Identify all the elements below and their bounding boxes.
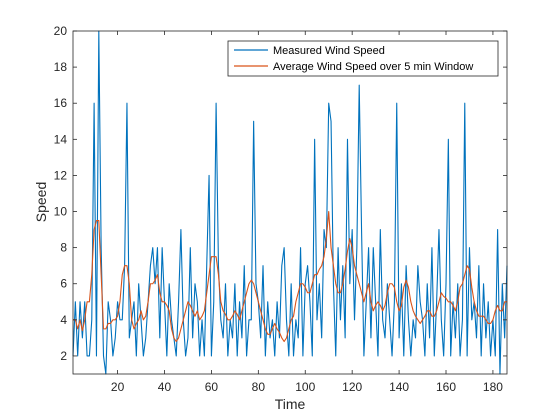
x-tick-label: 140: [389, 380, 409, 394]
x-tick-label: 120: [342, 380, 362, 394]
x-tick-label: 40: [158, 380, 172, 394]
legend-label-average: Average Wind Speed over 5 min Window: [273, 61, 473, 73]
legend-label-measured: Measured Wind Speed: [273, 45, 385, 57]
x-axis-label: Time: [275, 396, 306, 412]
legend: Measured Wind Speed Average Wind Speed o…: [227, 40, 499, 77]
y-axis-label: Speed: [33, 182, 49, 222]
x-tick-label: 160: [436, 380, 456, 394]
y-tick-label: 4: [60, 313, 67, 327]
y-tick-label: 2: [60, 349, 67, 363]
axes-box: [72, 30, 508, 375]
y-tick-label: 14: [54, 132, 68, 146]
ticks-layer: 20 40 60 80 100 120 140 160 180 2 4 6 8 10 12 14 16 18 20: [54, 24, 507, 394]
y-tick-label: 12: [54, 168, 68, 182]
y-tick-label: 16: [54, 96, 68, 110]
legend-box: [227, 40, 499, 77]
x-tick-label: 80: [252, 380, 266, 394]
x-tick-label: 180: [483, 380, 503, 394]
y-tick-label: 18: [54, 60, 68, 74]
series-layer: [72, 30, 508, 375]
series-line-average: [73, 210, 507, 343]
x-tick-label: 60: [205, 380, 219, 394]
series-line-measured: [72, 30, 508, 375]
x-tick-label: 20: [111, 380, 125, 394]
y-tick-label: 8: [60, 241, 67, 255]
y-tick-label: 20: [54, 24, 68, 38]
x-tick-label: 100: [295, 380, 315, 394]
y-tick-label: 10: [54, 205, 68, 219]
y-tick-label: 6: [60, 277, 67, 291]
